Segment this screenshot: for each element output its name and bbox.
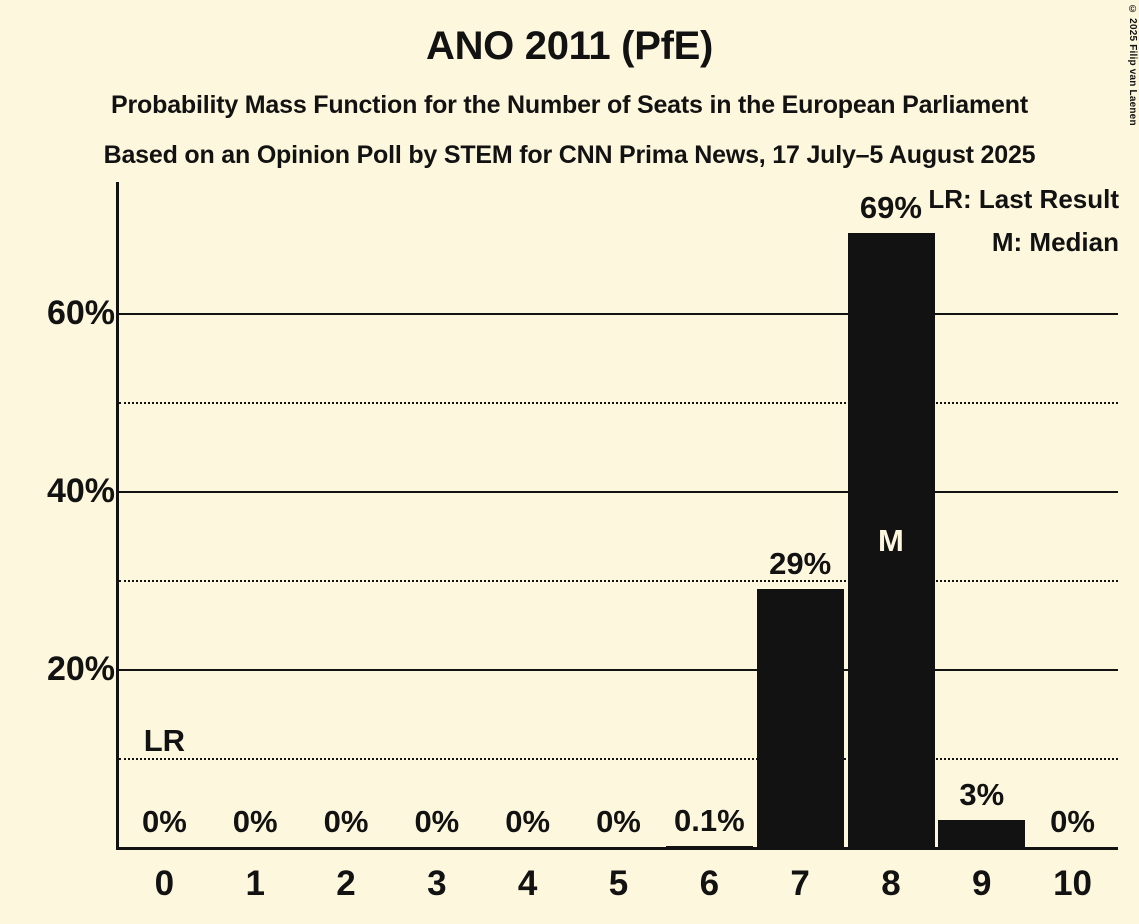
page-title: ANO 2011 (PfE) xyxy=(425,24,713,68)
legend: LR: Last Result M: Median xyxy=(928,186,1119,255)
x-tick-label-8: 8 xyxy=(881,864,901,903)
bar-value-label-8: 69% xyxy=(859,189,922,225)
chart-source-note: Based on an Opinion Poll by STEM for CNN… xyxy=(103,141,1036,169)
gridline-20 xyxy=(119,669,1118,671)
bar-slot-10[interactable]: 0% xyxy=(1027,182,1118,847)
bar-value-label-0: 0% xyxy=(141,804,187,839)
bar-slot-5[interactable]: 0% xyxy=(573,182,664,847)
bar-8[interactable] xyxy=(847,232,935,847)
chart-header: ANO 2011 (PfE) Probability Mass Function… xyxy=(0,0,1139,168)
x-tick-label-6: 6 xyxy=(699,864,720,903)
bar-value-label-2: 0% xyxy=(323,804,369,839)
x-tick-label-10: 10 xyxy=(1053,864,1093,903)
gridline-50 xyxy=(119,402,1118,404)
bar-6[interactable] xyxy=(665,846,753,847)
bar-value-label-1: 0% xyxy=(232,804,278,839)
copyright-notice: © 2025 Filip van Laenen xyxy=(1127,4,1138,126)
gridline-40 xyxy=(119,491,1118,493)
x-axis-tick-labels: 0 1 2 3 4 5 6 7 8 9 10 xyxy=(119,866,1118,914)
bar-7[interactable] xyxy=(756,588,844,847)
x-axis-line xyxy=(116,847,1118,850)
bar-value-label-7: 29% xyxy=(769,545,832,581)
legend-item-median: M: Median xyxy=(991,227,1119,257)
bar-slot-8[interactable]: 69% M xyxy=(846,182,937,847)
x-tick-label-0: 0 xyxy=(154,864,175,903)
gridline-30 xyxy=(119,580,1118,582)
y-axis-line xyxy=(116,182,119,850)
bar-9[interactable] xyxy=(938,820,1026,847)
legend-item-last-result: LR: Last Result xyxy=(928,184,1119,214)
bar-value-label-5: 0% xyxy=(596,804,641,839)
bar-value-label-4: 0% xyxy=(505,804,551,839)
x-tick-label-9: 9 xyxy=(972,864,992,903)
x-tick-label-4: 4 xyxy=(517,864,538,903)
bar-slot-6[interactable]: 0.1% xyxy=(664,182,755,847)
x-tick-label-5: 5 xyxy=(608,864,629,903)
median-marker: M xyxy=(878,522,904,558)
bar-value-label-6: 0.1% xyxy=(673,803,745,839)
bar-slot-3[interactable]: 0% xyxy=(391,182,482,847)
chart-subtitle: Probability Mass Function for the Number… xyxy=(111,91,1028,119)
bar-slot-1[interactable]: 0% xyxy=(210,182,301,847)
x-tick-label-3: 3 xyxy=(427,864,447,903)
gridline-10 xyxy=(119,758,1118,760)
bar-slot-0[interactable]: 0% LR xyxy=(119,182,210,847)
bar-slot-4[interactable]: 0% xyxy=(482,182,573,847)
bar-slot-7[interactable]: 29% xyxy=(755,182,846,847)
x-tick-label-1: 1 xyxy=(245,864,265,903)
gridline-60 xyxy=(119,313,1118,315)
bar-value-label-10: 0% xyxy=(1050,804,1095,839)
bar-value-label-9: 3% xyxy=(959,777,1005,813)
bar-series: 0% LR 0% 0% 0% 0% 0% 0.1% 29% 69% M 3% 0% xyxy=(119,182,1118,847)
y-tick-label-40: 40% xyxy=(46,472,115,510)
bar-slot-2[interactable]: 0% xyxy=(301,182,392,847)
plot-area: 0% LR 0% 0% 0% 0% 0% 0.1% 29% 69% M 3% 0% xyxy=(116,182,1118,850)
bar-value-label-3: 0% xyxy=(414,804,460,839)
bar-slot-9[interactable]: 3% xyxy=(936,182,1027,847)
y-tick-label-60: 60% xyxy=(46,294,115,332)
x-tick-label-2: 2 xyxy=(336,864,356,903)
x-tick-label-7: 7 xyxy=(790,864,810,903)
last-result-marker: LR xyxy=(143,723,186,758)
y-tick-label-20: 20% xyxy=(46,650,115,688)
